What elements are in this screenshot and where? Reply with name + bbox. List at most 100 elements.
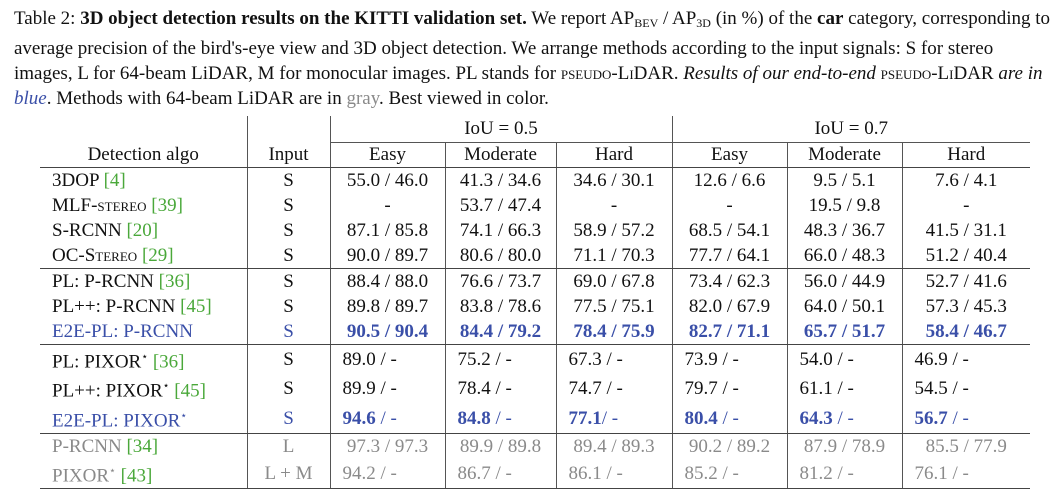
value-text: 74.7 / - xyxy=(568,378,623,400)
value-text: 9.5 / 5.1 xyxy=(813,170,876,191)
value-cell: 58.4 / 46.7 xyxy=(902,319,1030,345)
value-cell: 87.9 / 78.9 xyxy=(787,433,903,459)
value-cell: 9.5 / 5.1 xyxy=(787,167,903,193)
value-text: 41.5 / 31.1 xyxy=(925,220,1007,241)
value-cell: 34.6 / 30.1 xyxy=(556,167,673,193)
header-easy: Easy xyxy=(672,142,788,168)
value-text: - xyxy=(610,195,618,216)
value-cell: 83.8 / 78.6 xyxy=(445,294,557,319)
value-cell: 19.5 / 9.8 xyxy=(787,193,903,218)
value-text: 46.9 / - xyxy=(914,349,969,371)
value-text: 77.7 / 64.1 xyxy=(688,245,771,266)
value-cell: 84.8 / - xyxy=(445,403,557,434)
value-text: 52.7 / 41.6 xyxy=(925,271,1007,292)
value-cell: 64.0 / 50.1 xyxy=(787,294,903,319)
caption-italic: Results of our end-to-end xyxy=(683,63,881,84)
value-text: / - xyxy=(490,407,512,429)
citation-ref: [45] xyxy=(169,380,206,402)
value-text: 85.2 / - xyxy=(684,463,739,485)
value-cell: 71.1 / 70.3 xyxy=(556,243,673,269)
citation-ref: [20] xyxy=(126,220,159,241)
value-text: 87.9 / 78.9 xyxy=(803,435,886,457)
star-superscript: ⋆ xyxy=(180,409,188,422)
best-value: 84.4 / 79.2 xyxy=(459,321,542,342)
value-cell: 90.0 / 89.7 xyxy=(330,243,446,269)
best-value: 56.7 xyxy=(914,407,948,429)
algo-cell: E2E-PL: P-RCNN xyxy=(40,319,248,345)
table-row: 3DOP [4] S 55.0 / 46.0 41.3 / 34.6 34.6 / 30… xyxy=(40,167,1030,193)
value-text: 76.1 / - xyxy=(914,463,969,485)
table-row: PL++: PIXOR⋆ [45] S 89.9 / -78.4 / -74.7 /… xyxy=(40,374,1030,404)
value-cell: 68.5 / 54.1 xyxy=(672,218,788,243)
caption-subscript: 3D xyxy=(696,16,711,30)
value-text: - xyxy=(384,195,391,216)
best-value: 65.7 / 51.7 xyxy=(803,321,886,342)
value-cell: 76.1 / - xyxy=(902,458,1030,489)
caption-text: category, corresponding to average preci… xyxy=(14,8,1051,84)
input-cell: S xyxy=(247,218,331,243)
star-superscript: ⋆ xyxy=(109,464,116,477)
value-cell: 74.1 / 66.3 xyxy=(445,218,557,243)
value-cell: 77.7 / 64.1 xyxy=(672,243,788,269)
table-row: OC-Stereo [29] S 90.0 / 89.7 80.6 / 80.0 71.… xyxy=(40,243,1030,269)
table-row: PL: PIXOR⋆ [36] S 89.0 / -75.2 / -67.3 / -… xyxy=(40,344,1030,375)
value-text: 66.0 / 48.3 xyxy=(803,245,886,266)
value-cell: 82.0 / 67.9 xyxy=(672,294,788,319)
citation-ref: [45] xyxy=(180,296,212,317)
star-superscript: ⋆ xyxy=(141,351,149,363)
value-text: / - xyxy=(947,407,969,429)
input-cell: L xyxy=(247,433,331,459)
value-cell: 97.3 / 97.3 xyxy=(330,433,446,459)
caption-label: Table 2: xyxy=(14,8,76,29)
algo-name: PL++: PIXOR xyxy=(52,380,163,402)
input-cell: S xyxy=(247,243,331,269)
input-cell: L + M xyxy=(247,458,331,489)
value-cell: 85.5 / 77.9 xyxy=(902,433,1030,459)
header-iou-05: IoU = 0.5 xyxy=(330,116,673,143)
value-cell: 86.1 / - xyxy=(556,458,673,489)
value-cell: 46.9 / - xyxy=(902,345,1030,375)
value-cell: - xyxy=(902,193,1030,218)
algo-name: S-RCNN xyxy=(52,220,127,241)
header-hard: Hard xyxy=(556,142,673,168)
value-cell: 77.1/ - xyxy=(556,403,673,434)
value-cell: 56.7 / - xyxy=(902,403,1030,434)
value-cell: 94.2 / - xyxy=(330,458,446,489)
value-text: 90.0 / 89.7 xyxy=(346,245,429,266)
value-text: 80.6 / 80.0 xyxy=(459,245,542,266)
value-cell: 77.5 / 75.1 xyxy=(556,294,673,319)
citation-ref: [34] xyxy=(126,435,159,457)
value-cell: 54.5 / - xyxy=(902,374,1030,403)
value-text: 89.8 / 89.7 xyxy=(346,296,429,317)
input-cell: S xyxy=(247,294,331,319)
best-value: 80.4 xyxy=(684,407,718,429)
value-text: 89.9 / - xyxy=(342,378,397,400)
algo-name: P-RCNN xyxy=(52,435,127,457)
algo-name: OC- xyxy=(52,245,85,266)
value-text: 7.6 / 4.1 xyxy=(935,170,998,191)
algo-smallcaps: stereo xyxy=(97,195,147,216)
best-value: 94.6 xyxy=(342,407,376,429)
best-value: 58.4 / 46.7 xyxy=(925,321,1007,342)
caption-subscript: BEV xyxy=(634,16,659,30)
value-cell: 75.2 / - xyxy=(445,344,557,375)
algo-cell: PL++: PIXOR⋆ [45] xyxy=(40,374,248,404)
value-cell: 89.8 / 89.7 xyxy=(330,294,446,319)
value-text: - xyxy=(726,195,733,216)
value-text: 57.3 / 45.3 xyxy=(925,296,1007,317)
table-caption: Table 2: 3D object detection results on … xyxy=(14,6,1054,111)
value-cell: 48.3 / 36.7 xyxy=(787,218,903,243)
value-cell: 66.0 / 48.3 xyxy=(787,243,903,269)
value-text: 54.0 / - xyxy=(799,349,854,371)
table-row: PL: P-RCNN [36] S 88.4 / 88.0 76.6 / 73.7 69… xyxy=(40,268,1030,294)
caption-text: . xyxy=(673,63,684,84)
value-text: 34.6 / 30.1 xyxy=(573,170,655,191)
header-iou-07: IoU = 0.7 xyxy=(672,116,1030,143)
value-text: 51.2 / 40.4 xyxy=(925,245,1007,266)
caption-text: Methods with 64-beam LiDAR are in xyxy=(51,88,347,109)
value-text: 58.9 / 57.2 xyxy=(573,220,655,241)
value-cell: 56.0 / 44.9 xyxy=(787,268,903,294)
algo-name: MLF- xyxy=(52,195,98,216)
algo-name: E2E-PL: P-RCNN xyxy=(52,321,193,342)
value-text: 61.1 / - xyxy=(799,378,854,400)
